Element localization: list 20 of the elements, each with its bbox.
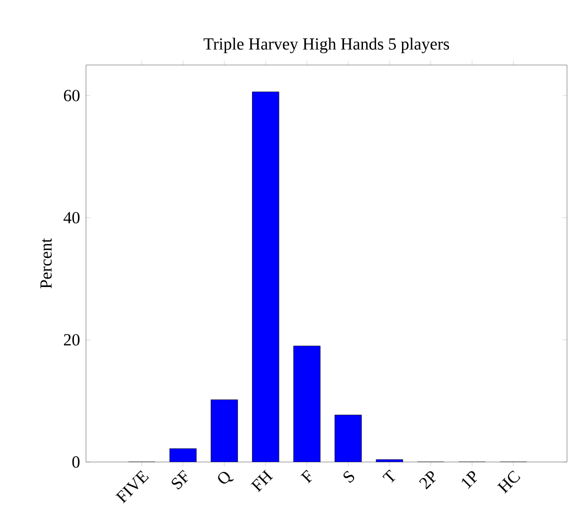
y-tick-label: 60: [64, 90, 80, 102]
x-tick-label: SF: [172, 470, 188, 490]
y-tick-label: 0: [72, 456, 80, 468]
bar: [252, 92, 279, 462]
y-tick-label: 40: [64, 212, 80, 224]
bar: [210, 400, 238, 462]
bar: [170, 448, 196, 462]
bar: [294, 346, 320, 462]
y-tick-label: 20: [64, 334, 80, 346]
x-tick-label: HC: [497, 470, 520, 494]
x-tick-label: 1P: [462, 471, 478, 489]
x-tick-label: Q: [218, 472, 234, 484]
chart-title: Triple Harvey High Hands 5 players: [204, 38, 450, 54]
x-tick-label: S: [344, 470, 354, 483]
y-axis-title: Percent: [40, 238, 52, 288]
x-tick-label: FH: [250, 470, 274, 492]
bar: [334, 414, 362, 462]
x-tick-label: 2P: [419, 471, 436, 490]
x-tick-label: F: [300, 470, 312, 484]
x-tick-label: T: [382, 470, 396, 483]
